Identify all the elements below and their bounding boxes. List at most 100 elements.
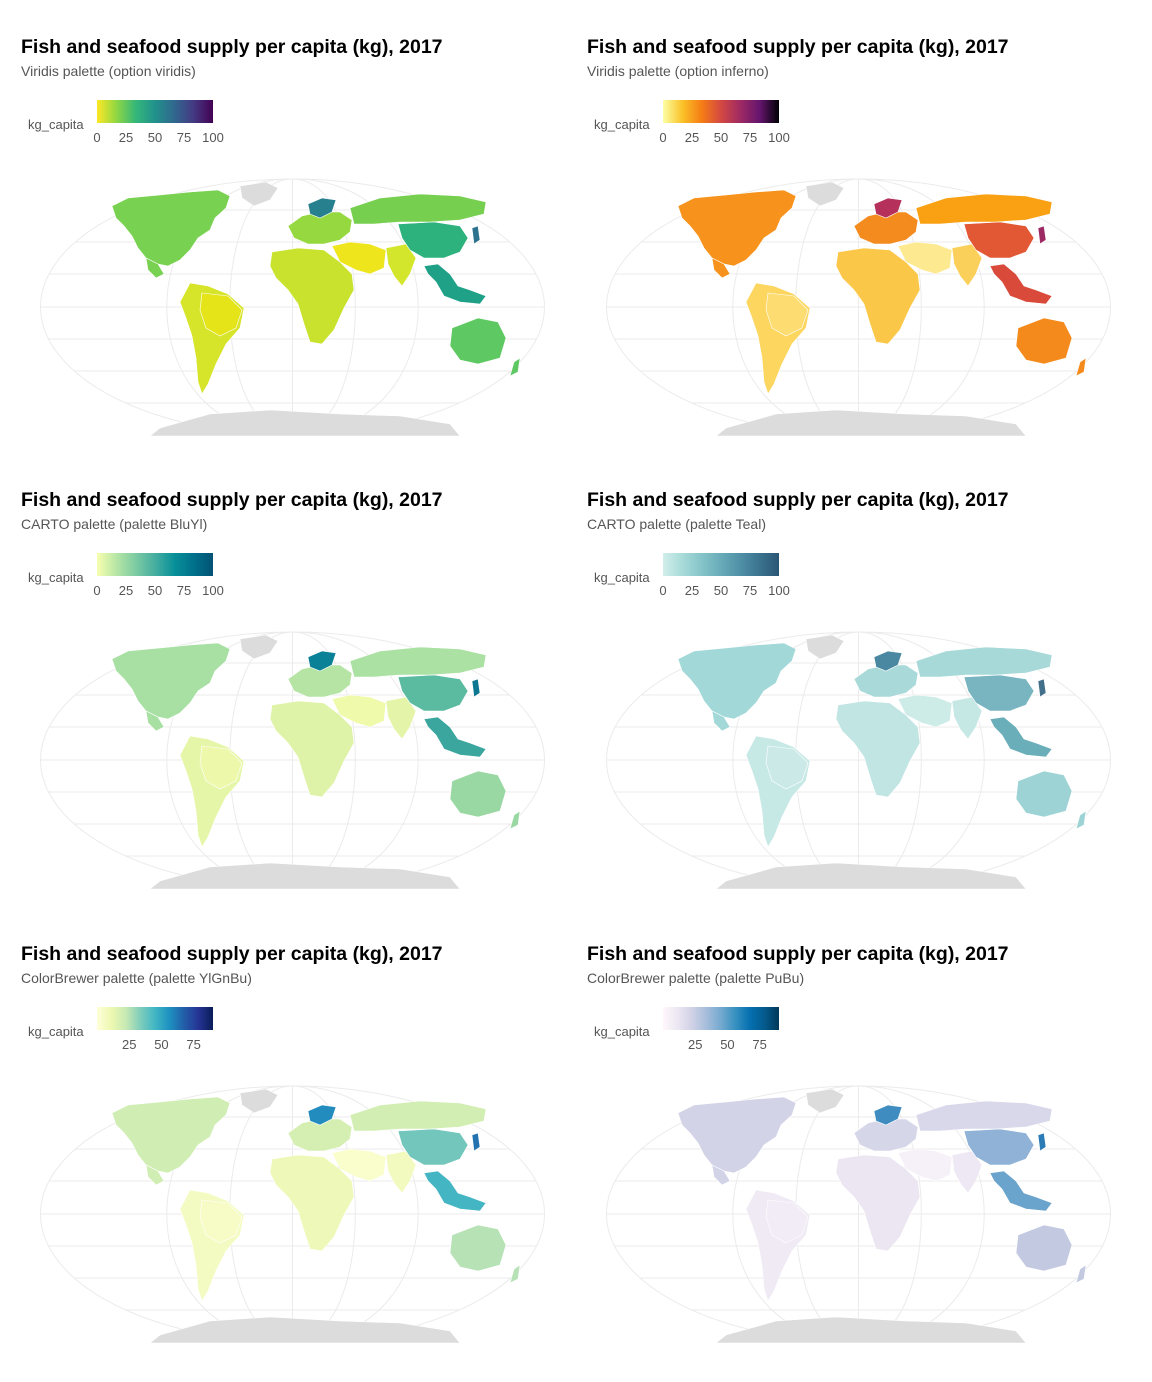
chart-subtitle: ColorBrewer palette (palette PuBu) [587, 970, 805, 986]
map-panel: Fish and seafood supply per capita (kg),… [0, 0, 566, 453]
country-region-me [331, 1148, 387, 1182]
country-region-na [111, 1096, 231, 1174]
country-region-ru [915, 646, 1053, 678]
country-no-data [715, 862, 1027, 889]
legend-tick-label: 50 [154, 1037, 169, 1052]
legend-tick-label: 75 [742, 583, 758, 598]
country-region-jp [471, 225, 481, 245]
legend-tick-label: 100 [768, 130, 790, 145]
country-region-jp [1037, 225, 1047, 245]
country-no-data [805, 1088, 845, 1114]
country-region-na [111, 642, 231, 720]
country-no-data [805, 181, 845, 207]
country-region-cn [397, 674, 469, 712]
legend-tick-label: 0 [659, 130, 667, 145]
country-region-ca [145, 1164, 165, 1186]
legend-title: kg_capita [594, 117, 650, 132]
legend-tick-label: 0 [93, 130, 101, 145]
world-map [606, 631, 1111, 889]
legend-ticks: 0 25 50 75 100 [93, 583, 223, 601]
legend-tick-label: 50 [147, 130, 163, 145]
legend-tick-label: 50 [713, 130, 729, 145]
legend-tick-label: 25 [118, 583, 134, 598]
country-no-data [239, 634, 279, 660]
country-region-cn [397, 1128, 469, 1166]
legend-title: kg_capita [28, 117, 84, 132]
country-region-me [331, 241, 387, 275]
legend-tick-label: 25 [684, 583, 700, 598]
country-region-ca [711, 1164, 731, 1186]
map-panel: Fish and seafood supply per capita (kg),… [566, 907, 1132, 1360]
legend-tick-label: 50 [720, 1037, 735, 1052]
country-region-ca [145, 710, 165, 732]
country-region-au [1015, 1224, 1073, 1272]
country-region-cn [397, 221, 469, 259]
legend-colorbar [97, 1007, 213, 1030]
legend-tick-label: 75 [742, 130, 758, 145]
country-region-ru [915, 193, 1053, 225]
country-region-me [897, 241, 953, 275]
country-region-sea [423, 263, 487, 305]
country-region-sea [989, 1170, 1053, 1212]
world-map [606, 178, 1111, 436]
legend-colorbar [663, 1007, 779, 1030]
legend-ticks: 0 25 50 75 100 [93, 130, 223, 148]
legend-colorbar [663, 553, 779, 576]
chart-title: Fish and seafood supply per capita (kg),… [587, 36, 1009, 58]
chart-subtitle: CARTO palette (palette BluYl) [21, 516, 208, 532]
country-no-data [239, 181, 279, 207]
legend-tick-label: 50 [147, 583, 163, 598]
country-region-nordic [307, 197, 337, 219]
chart-title: Fish and seafood supply per capita (kg),… [21, 943, 443, 965]
country-region-cn [963, 1128, 1035, 1166]
legend-tick-label: 75 [176, 130, 192, 145]
country-region-af [835, 700, 921, 798]
country-region-br [199, 292, 243, 337]
country-region-af [269, 247, 355, 345]
country-region-af [835, 247, 921, 345]
country-region-jp [1037, 1132, 1047, 1152]
chart-subtitle: Viridis palette (option viridis) [21, 63, 196, 79]
legend-colorbar [97, 553, 213, 576]
legend-tick-label: 100 [768, 583, 790, 598]
country-region-ru [349, 193, 487, 225]
country-region-nordic [873, 197, 903, 219]
world-map [40, 1085, 545, 1343]
country-region-cn [963, 674, 1035, 712]
legend-ticks: 25 50 75 [97, 1037, 213, 1055]
chart-title: Fish and seafood supply per capita (kg),… [587, 489, 1009, 511]
country-region-jp [1037, 678, 1047, 698]
legend-ticks: 25 50 75 [663, 1037, 779, 1055]
country-region-ca [145, 257, 165, 279]
country-region-nordic [873, 1104, 903, 1126]
chart-subtitle: CARTO palette (palette Teal) [587, 516, 766, 532]
country-region-br [199, 745, 243, 790]
legend-tick-label: 0 [659, 583, 667, 598]
country-region-cn [963, 221, 1035, 259]
legend-tick-label: 75 [176, 583, 192, 598]
legend-tick-label: 25 [121, 1037, 137, 1052]
country-region-af [269, 700, 355, 798]
country-region-br [765, 1199, 809, 1244]
country-region-au [449, 770, 507, 818]
world-map [40, 178, 545, 436]
legend-tick-label: 25 [687, 1037, 703, 1052]
country-region-ru [349, 646, 487, 678]
country-no-data [715, 409, 1027, 436]
country-region-nz [509, 1264, 521, 1284]
legend-tick-label: 25 [684, 130, 700, 145]
legend-ticks: 0 25 50 75 100 [659, 130, 789, 148]
country-region-br [765, 745, 809, 790]
legend-tick-label: 25 [118, 130, 134, 145]
country-region-sea [989, 716, 1053, 758]
chart-title: Fish and seafood supply per capita (kg),… [587, 943, 1009, 965]
legend-ticks: 0 25 50 75 100 [659, 583, 789, 601]
map-panel: Fish and seafood supply per capita (kg),… [566, 453, 1132, 906]
country-region-br [765, 292, 809, 337]
country-region-af [835, 1154, 921, 1252]
country-region-na [111, 189, 231, 267]
map-panel: Fish and seafood supply per capita (kg),… [0, 453, 566, 906]
country-region-jp [471, 1132, 481, 1152]
legend-tick-label: 75 [186, 1037, 201, 1052]
legend-title: kg_capita [28, 1024, 84, 1039]
